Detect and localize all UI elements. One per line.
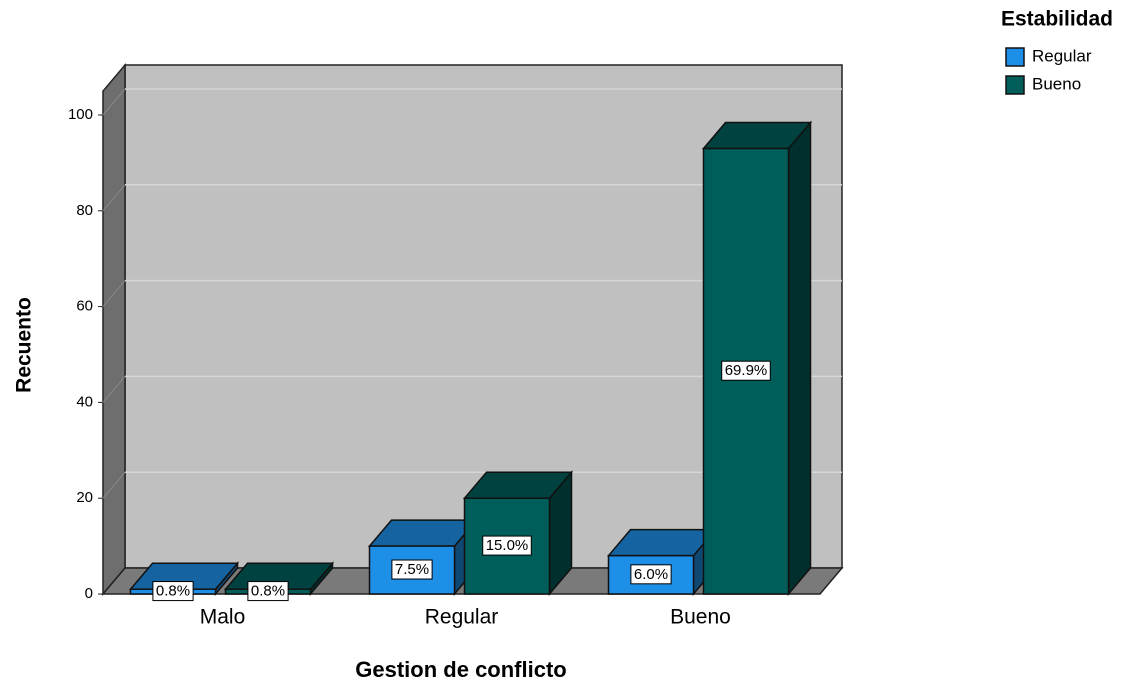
- grid-line: [102, 471, 126, 499]
- data-label: 69.9%: [725, 362, 768, 379]
- y-tick-label: 80: [76, 202, 93, 219]
- legend-label: Regular: [1032, 46, 1092, 65]
- legend-label: Bueno: [1032, 74, 1081, 93]
- data-label-box: [247, 581, 289, 602]
- data-label-box: [630, 564, 672, 585]
- y-tick-label: 40: [76, 393, 93, 410]
- data-label-box: [721, 360, 771, 381]
- data-label: 6.0%: [634, 566, 668, 583]
- data-label: 0.8%: [251, 583, 285, 600]
- grid-line: [102, 88, 126, 116]
- data-label-box: [482, 535, 532, 556]
- legend-swatch: [1005, 75, 1025, 95]
- legend-title: Estabilidad: [1001, 8, 1113, 31]
- bar-side: [787, 120, 812, 597]
- data-label-box: [152, 581, 194, 602]
- data-label: 0.8%: [156, 583, 190, 600]
- legend-swatch: [1005, 47, 1025, 67]
- y-tick-label: 100: [68, 106, 93, 123]
- grid-line: [102, 280, 126, 307]
- bar: [702, 147, 790, 595]
- data-label-box: [391, 559, 433, 580]
- x-axis-label: Gestion de conflicto: [355, 657, 566, 682]
- grid-line: [102, 184, 126, 212]
- data-label: 7.5%: [395, 561, 429, 578]
- y-tick-label: 60: [76, 298, 93, 315]
- y-tick-label: 0: [85, 585, 93, 602]
- data-label: 15.0%: [486, 537, 529, 554]
- left-wall: [102, 63, 126, 597]
- x-tick-label: Malo: [200, 606, 246, 629]
- y-tick-label: 20: [76, 489, 93, 506]
- x-tick-label: Bueno: [670, 606, 731, 629]
- y-axis-label: Recuento: [13, 297, 36, 393]
- grid-line: [102, 376, 126, 403]
- x-tick-label: Regular: [425, 606, 499, 629]
